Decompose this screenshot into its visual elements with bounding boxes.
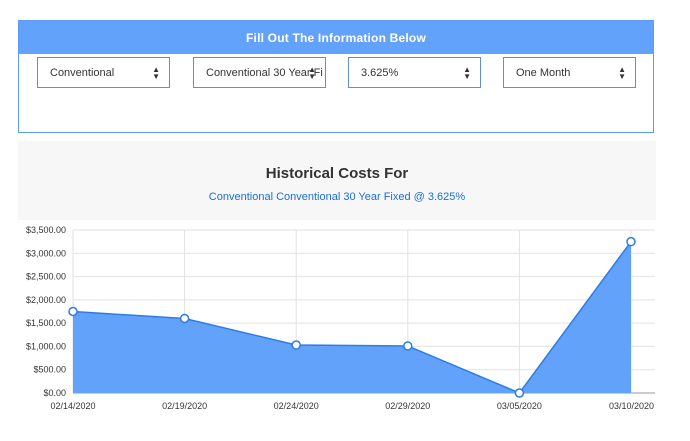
y-tick-label: $1,500.00	[26, 318, 66, 328]
historical-costs-panel: Historical Costs For Conventional Conven…	[18, 141, 656, 220]
data-point[interactable]	[514, 388, 525, 398]
x-tick-label: 02/29/2020	[385, 401, 430, 411]
x-tick-label: 02/24/2020	[274, 401, 319, 411]
y-tick-label: $2,500.00	[26, 272, 66, 282]
data-point[interactable]	[179, 313, 190, 324]
x-axis-ticks: 02/14/2020 02/19/2020 02/24/2020 02/29/2020…	[50, 401, 654, 411]
x-tick-label: 03/05/2020	[497, 401, 542, 411]
data-point[interactable]	[68, 306, 78, 317]
y-tick-label: $3,500.00	[26, 225, 66, 235]
select-arrows-icon: ▲ ▼	[618, 65, 626, 81]
x-tick-label: 02/14/2020	[50, 401, 95, 411]
x-tick-label: 02/19/2020	[162, 401, 207, 411]
historical-costs-chart: $0.00 $500.00 $1,000.00 $1,500.00 $2,000.00 $…	[26, 225, 655, 411]
loan-program-value: Conventional 30 Year Fi	[206, 66, 323, 79]
chart-area	[73, 241, 631, 393]
loan-type-select[interactable]: Conventional ▲ ▼	[37, 57, 170, 88]
data-point[interactable]	[403, 341, 413, 351]
y-tick-label: $0.00	[43, 388, 66, 398]
y-tick-label: $500.00	[33, 365, 66, 375]
x-tick-label: 03/10/2020	[609, 401, 654, 411]
history-subtitle: Conventional Conventional 30 Year Fixed …	[208, 191, 466, 203]
chart-points	[68, 236, 636, 398]
period-value: One Month	[516, 66, 571, 79]
y-tick-label: $3,000.00	[26, 248, 66, 258]
select-arrows-icon: ▲ ▼	[152, 65, 160, 81]
period-select[interactable]: One Month ▲ ▼	[503, 57, 636, 88]
loan-type-value: Conventional	[50, 66, 115, 79]
loan-program-select[interactable]: Conventional 30 Year Fi ▲ ▼	[193, 57, 326, 88]
y-axis-ticks: $0.00 $500.00 $1,000.00 $1,500.00 $2,000.00 $…	[26, 225, 66, 398]
history-title: Historical Costs For	[265, 165, 409, 182]
rate-select[interactable]: 3.625% ▲ ▼	[348, 57, 481, 88]
select-arrows-icon: ▲ ▼	[308, 65, 316, 81]
y-tick-label: $2,000.00	[26, 295, 66, 305]
select-arrows-icon: ▲ ▼	[463, 65, 471, 81]
data-point[interactable]	[291, 340, 301, 350]
rate-value: 3.625%	[361, 66, 399, 79]
y-tick-label: $1,000.00	[26, 341, 66, 351]
data-point[interactable]	[626, 236, 636, 247]
chart-line	[72, 241, 632, 394]
form-header: Fill Out The Information Below	[19, 21, 653, 54]
